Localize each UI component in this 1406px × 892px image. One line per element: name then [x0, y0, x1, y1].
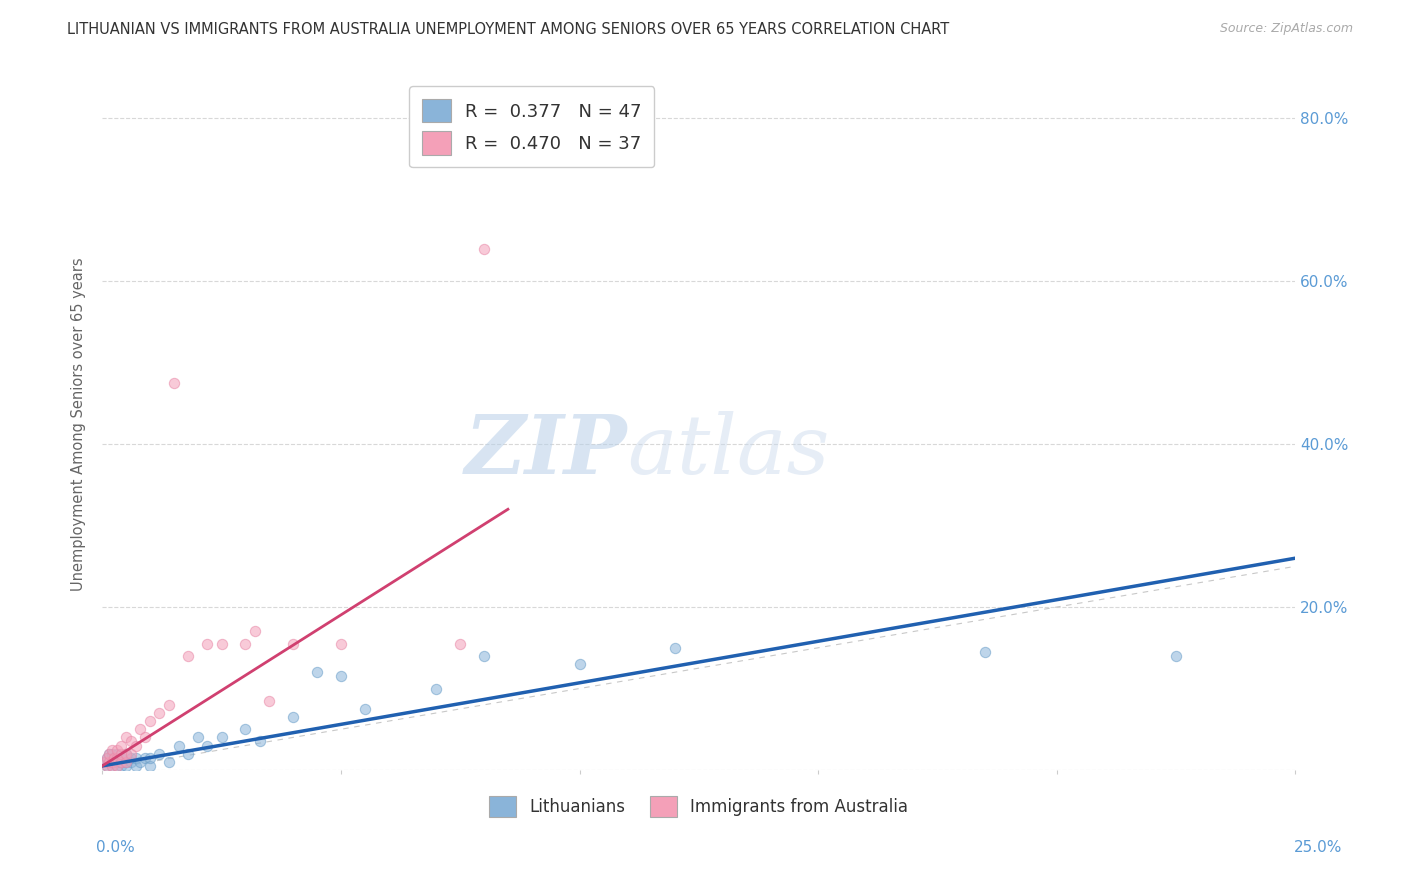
Text: Source: ZipAtlas.com: Source: ZipAtlas.com [1219, 22, 1353, 36]
Point [664, 640, 686, 655]
Point [195, 637, 218, 651]
Point [139, 759, 162, 773]
Point [120, 755, 142, 769]
Point [103, 751, 125, 765]
Point [100, 759, 122, 773]
Point [98, 755, 121, 769]
Text: 25.0%: 25.0% [1295, 839, 1343, 855]
Point [105, 755, 128, 769]
Text: ZIP: ZIP [464, 411, 627, 491]
Point [103, 751, 125, 765]
Point [281, 637, 304, 651]
Point [110, 755, 132, 769]
Point [187, 731, 209, 745]
Point [157, 755, 180, 769]
Text: LITHUANIAN VS IMMIGRANTS FROM AUSTRALIA UNEMPLOYMENT AMONG SENIORS OVER 65 YEARS: LITHUANIAN VS IMMIGRANTS FROM AUSTRALIA … [67, 22, 949, 37]
Point [177, 648, 200, 663]
Point [105, 759, 128, 773]
Point [134, 751, 156, 765]
Point [108, 751, 131, 765]
Point [568, 657, 591, 671]
Point [425, 681, 447, 696]
Point [115, 747, 138, 761]
Point [110, 747, 132, 761]
Point [115, 731, 138, 745]
Point [98, 755, 121, 769]
Point [329, 669, 352, 683]
Point [100, 742, 122, 756]
Point [96, 759, 118, 773]
Point [472, 648, 495, 663]
Point [281, 710, 304, 724]
Point [120, 734, 142, 748]
Point [96, 759, 118, 773]
Point [305, 665, 328, 680]
Point [259, 694, 281, 708]
Point [100, 759, 122, 773]
Point [93, 755, 115, 769]
Point [115, 747, 138, 761]
Y-axis label: Unemployment Among Seniors over 65 years: Unemployment Among Seniors over 65 years [72, 257, 86, 591]
Point [148, 706, 170, 720]
Point [134, 731, 156, 745]
Point [329, 637, 352, 651]
Point [100, 755, 122, 769]
Point [353, 702, 375, 716]
Point [120, 747, 142, 761]
Point [124, 759, 146, 773]
Point [120, 751, 142, 765]
Point [157, 698, 180, 712]
Point [98, 747, 121, 761]
Point [105, 751, 128, 765]
Text: atlas: atlas [627, 411, 830, 491]
Text: 0.0%: 0.0% [96, 839, 135, 855]
Point [974, 645, 997, 659]
Point [115, 759, 138, 773]
Point [124, 739, 146, 753]
Point [243, 624, 266, 639]
Legend: Lithuanians, Immigrants from Australia: Lithuanians, Immigrants from Australia [482, 789, 915, 824]
Point [115, 755, 138, 769]
Point [105, 742, 128, 756]
Point [93, 755, 115, 769]
Point [235, 637, 257, 651]
Point [100, 747, 122, 761]
Point [110, 759, 132, 773]
Point [148, 747, 170, 761]
Point [211, 731, 233, 745]
Point [472, 242, 495, 256]
Point [105, 747, 128, 761]
Point [103, 755, 125, 769]
Point [110, 739, 132, 753]
Point [167, 739, 190, 753]
Point [129, 723, 152, 737]
Point [110, 751, 132, 765]
Point [139, 714, 162, 728]
Point [98, 747, 121, 761]
Point [211, 637, 233, 651]
Point [249, 734, 271, 748]
Point [235, 723, 257, 737]
Point [100, 755, 122, 769]
Point [1166, 648, 1188, 663]
Point [139, 751, 162, 765]
Point [110, 755, 132, 769]
Point [105, 759, 128, 773]
Point [129, 755, 152, 769]
Point [195, 739, 218, 753]
Point [96, 751, 118, 765]
Point [124, 751, 146, 765]
Point [177, 747, 200, 761]
Point [449, 637, 471, 651]
Point [96, 751, 118, 765]
Point [163, 376, 186, 390]
Point [115, 755, 138, 769]
